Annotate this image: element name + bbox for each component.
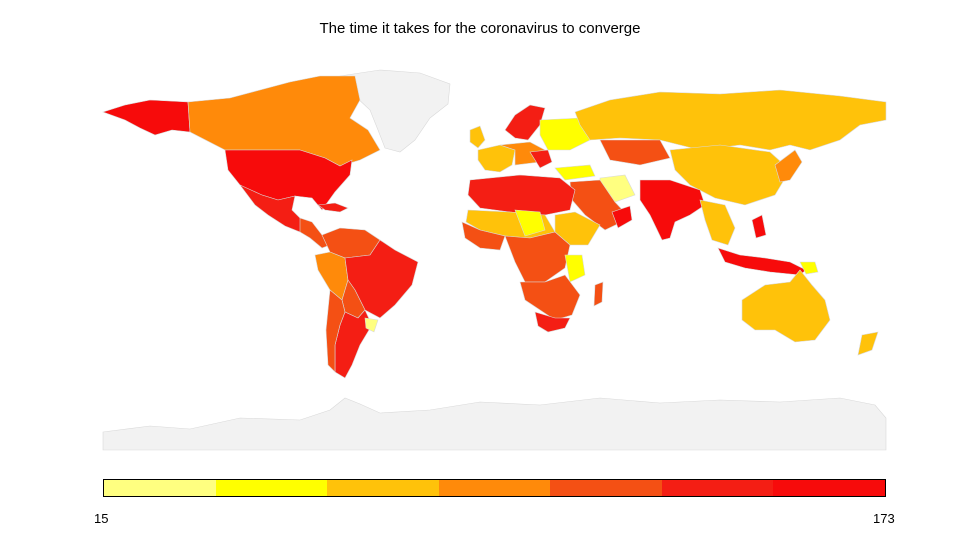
- region-southeast-asia: [699, 199, 736, 246]
- region-india: [639, 179, 706, 241]
- color-scale-step-1: [104, 480, 216, 496]
- region-alaska: [102, 99, 191, 136]
- map-title: The time it takes for the coronavirus to…: [319, 20, 641, 37]
- region-philippines: [751, 214, 767, 239]
- region-uruguay: [364, 317, 379, 333]
- region-oman: [611, 205, 633, 229]
- color-scale-step-5: [550, 480, 662, 496]
- region-indonesia: [717, 247, 807, 276]
- region-central-america: [299, 217, 331, 249]
- color-scale-step-6: [661, 480, 774, 496]
- color-scale-bar: [103, 479, 886, 497]
- greenland: [339, 69, 451, 153]
- region-south-africa: [534, 311, 571, 333]
- region-new-zealand: [857, 331, 879, 356]
- color-scale-step-2: [215, 480, 328, 496]
- region-southern-africa: [519, 274, 581, 321]
- world-choropleth-map: [102, 69, 887, 451]
- region-north-africa: [467, 174, 576, 216]
- region-east-africa: [564, 254, 586, 283]
- region-balkans: [529, 149, 553, 169]
- color-scale-step-7: [773, 480, 886, 496]
- region-russia: [574, 89, 887, 151]
- region-scandinavia: [504, 104, 546, 141]
- region-turkey: [554, 164, 596, 181]
- antarctica: [102, 397, 887, 451]
- region-congo: [504, 231, 571, 283]
- region-western-europe: [477, 144, 516, 173]
- region-japan: [774, 149, 803, 183]
- color-scale-min-label: 15: [94, 511, 109, 526]
- region-madagascar: [593, 281, 604, 307]
- color-scale-max-label: 173: [873, 511, 895, 526]
- region-west-africa: [461, 221, 506, 251]
- region-caribbean: [317, 202, 349, 213]
- region-chile: [325, 289, 346, 373]
- region-central-africa: [514, 209, 546, 237]
- region-papua: [799, 261, 819, 275]
- region-kazakhstan: [599, 139, 671, 166]
- color-scale-step-4: [438, 480, 551, 496]
- color-scale-step-3: [327, 480, 439, 496]
- region-australia: [741, 269, 831, 343]
- region-uk: [469, 125, 486, 149]
